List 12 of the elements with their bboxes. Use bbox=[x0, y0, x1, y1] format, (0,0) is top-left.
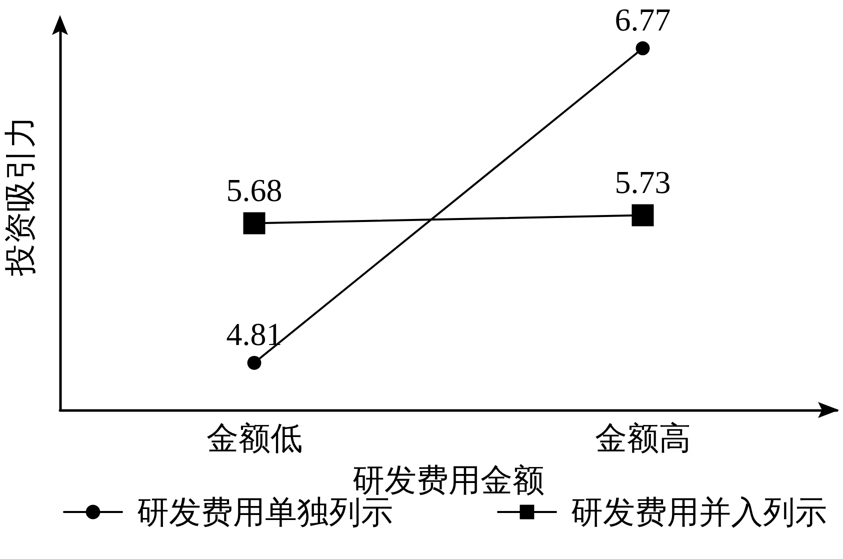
data-label: 6.77 bbox=[614, 1, 671, 38]
point bbox=[632, 204, 654, 226]
x-tick-label: 金额高 bbox=[594, 420, 691, 456]
data-label: 4.81 bbox=[226, 316, 282, 352]
point bbox=[247, 356, 262, 370]
data-label: 5.73 bbox=[614, 164, 671, 200]
point bbox=[636, 41, 650, 56]
point bbox=[243, 212, 266, 234]
data-label: 5.68 bbox=[226, 172, 282, 208]
x-tick-label: 金额低 bbox=[206, 420, 302, 456]
y-axis-title: 投资吸引力 bbox=[2, 116, 38, 277]
legend-label: 研发费用并入列示 bbox=[571, 494, 827, 530]
